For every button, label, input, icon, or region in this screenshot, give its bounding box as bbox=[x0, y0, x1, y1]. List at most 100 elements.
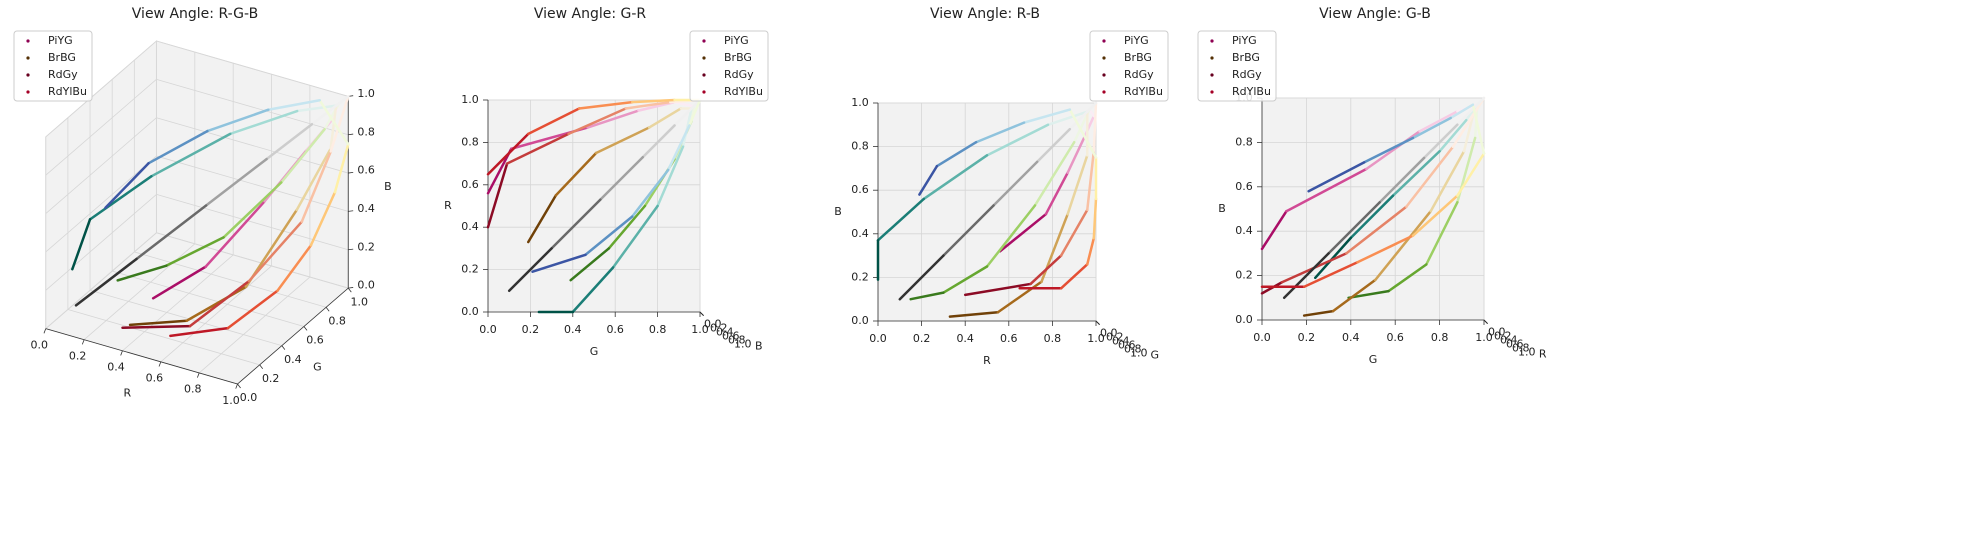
series-segment bbox=[985, 204, 1037, 268]
series-segment bbox=[998, 212, 1048, 253]
legend-label: RdYlBu bbox=[724, 85, 763, 98]
legend-marker bbox=[1210, 39, 1214, 43]
series-segment bbox=[116, 264, 168, 282]
grid-line bbox=[198, 276, 311, 374]
tick-mark bbox=[348, 248, 354, 251]
z-tick-label: 0.8 bbox=[851, 140, 869, 153]
z-tick-label: 1.0 bbox=[851, 96, 869, 109]
series-segment bbox=[607, 204, 647, 250]
grid-line bbox=[45, 40, 157, 138]
series-segment bbox=[666, 124, 691, 172]
z-tick-label: 0.2 bbox=[357, 240, 375, 253]
axis-line bbox=[45, 328, 238, 385]
series-segment bbox=[1066, 134, 1087, 175]
axis-label: G bbox=[1369, 353, 1378, 366]
y-tick-label: 0.6 bbox=[306, 334, 324, 347]
legend-marker bbox=[26, 73, 30, 77]
x-tick-label: 0.2 bbox=[69, 350, 87, 363]
z-tick-label: 0.6 bbox=[851, 183, 869, 196]
series-segment bbox=[1356, 234, 1415, 264]
y-tick-label: 0.8 bbox=[649, 323, 667, 336]
series-segment bbox=[1438, 118, 1468, 153]
series-segment bbox=[1068, 108, 1098, 159]
tick-mark bbox=[81, 339, 85, 345]
grid-line bbox=[156, 78, 349, 136]
y-tick-label: 1.0 bbox=[1130, 347, 1148, 360]
x-tick-label: 0.6 bbox=[1000, 332, 1018, 345]
x-tick-label: 0.0 bbox=[869, 332, 887, 345]
series-segment bbox=[599, 155, 645, 201]
series-segment bbox=[88, 175, 153, 221]
series-segment bbox=[1471, 103, 1486, 155]
series-segment bbox=[1092, 101, 1098, 153]
z-tick-label: 1.0 bbox=[734, 338, 752, 351]
grid-line bbox=[45, 194, 157, 291]
series-segment bbox=[1029, 254, 1063, 286]
series-segment bbox=[630, 98, 676, 104]
tick-mark bbox=[303, 326, 308, 331]
series-segment bbox=[486, 132, 530, 176]
axis-label: R bbox=[1539, 348, 1547, 361]
series-segment bbox=[584, 215, 634, 257]
x-tick-label: 0.6 bbox=[146, 372, 164, 385]
axis-label: G bbox=[313, 361, 322, 374]
y-tick-label: 0.4 bbox=[1342, 331, 1360, 344]
y-tick-label: 1.0 bbox=[351, 295, 369, 308]
tick-mark bbox=[699, 311, 704, 316]
legend-box bbox=[689, 30, 769, 102]
series-segment bbox=[611, 204, 659, 269]
series-segment bbox=[996, 280, 1043, 314]
series-segment bbox=[1044, 171, 1069, 216]
series-segment bbox=[1092, 197, 1098, 240]
grid-line bbox=[134, 251, 327, 308]
series-segment bbox=[507, 247, 553, 293]
series-segment bbox=[486, 162, 509, 229]
series-segment bbox=[329, 95, 350, 153]
series-segment bbox=[280, 127, 326, 184]
series-segment bbox=[1391, 150, 1441, 197]
legend-label: RdYlBu bbox=[1232, 85, 1271, 98]
x-tick-label: 0.2 bbox=[1494, 330, 1512, 343]
grid-line bbox=[122, 254, 234, 352]
grid-line bbox=[112, 270, 305, 327]
grid-line bbox=[45, 232, 157, 329]
axis-label: R bbox=[983, 354, 991, 367]
x-tick-label: 0.6 bbox=[461, 178, 479, 191]
axis-label: B bbox=[384, 180, 392, 193]
series-segment bbox=[942, 265, 989, 294]
series-segment bbox=[898, 254, 945, 301]
legend-box bbox=[1089, 30, 1169, 102]
y-tick-label: 0.6 bbox=[1118, 339, 1136, 352]
series-segment bbox=[1362, 136, 1415, 164]
x-tick-label: 1.0 bbox=[1087, 332, 1105, 345]
series-segment bbox=[1418, 110, 1459, 133]
legend-label: RdGy bbox=[724, 68, 754, 81]
series-segment bbox=[295, 147, 332, 212]
series-segment bbox=[318, 99, 350, 146]
tick-mark bbox=[348, 287, 354, 289]
x-tick-label: 0.4 bbox=[956, 332, 974, 345]
series-segment bbox=[1456, 152, 1486, 197]
grid-line bbox=[156, 155, 349, 212]
legend-marker bbox=[1210, 73, 1214, 77]
chart-title: View Angle: R-G-B bbox=[132, 6, 258, 22]
z-tick-label: 0.4 bbox=[851, 227, 869, 240]
series-segment bbox=[295, 104, 338, 113]
grid-line bbox=[156, 40, 349, 97]
series-segment bbox=[1068, 101, 1098, 131]
tick-mark bbox=[197, 372, 200, 378]
series-segment bbox=[135, 204, 208, 261]
series-segment bbox=[1345, 205, 1408, 255]
series-segment bbox=[992, 160, 1039, 207]
x-tick-label: 0.6 bbox=[1506, 338, 1524, 351]
tick-mark bbox=[237, 383, 241, 389]
grid-line bbox=[156, 194, 349, 251]
series-segment bbox=[567, 107, 628, 136]
y-tick-label: 0.4 bbox=[564, 323, 582, 336]
series-segment bbox=[1411, 194, 1459, 237]
series-segment bbox=[1046, 110, 1089, 127]
series-segment bbox=[247, 220, 304, 283]
legend-label: RdGy bbox=[1232, 68, 1262, 81]
z-tick-label: 0.6 bbox=[357, 164, 375, 177]
z-tick-label: 0.0 bbox=[851, 314, 869, 327]
